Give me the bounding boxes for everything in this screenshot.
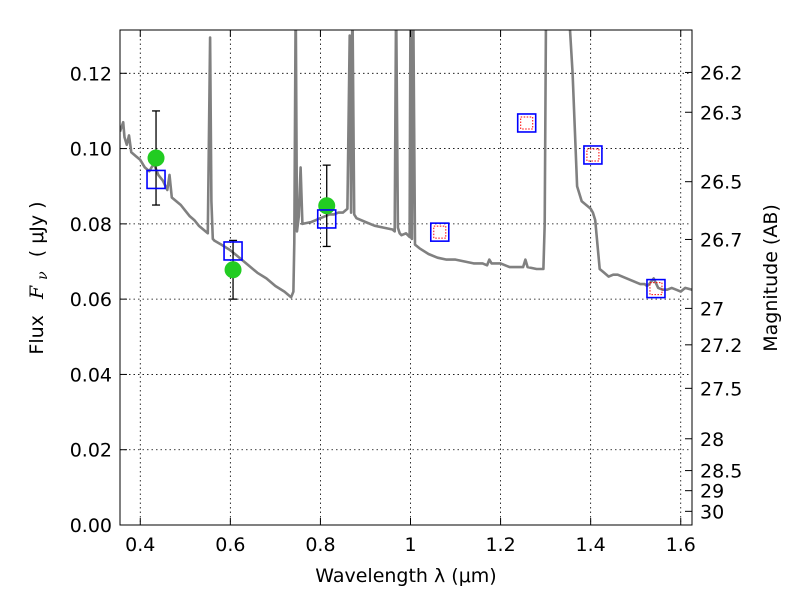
y2-tick-label: 30 [700, 501, 724, 523]
observed-flux-point [224, 261, 242, 279]
model-spectrum-line [120, 30, 692, 299]
y2-tick-label: 27 [700, 298, 724, 320]
y2-axis-label: Magnitude (AB) [760, 204, 782, 352]
y-tick-label: 0.08 [70, 214, 112, 236]
y-tick-label: 0.02 [70, 440, 112, 462]
model-photometry-box [316, 209, 337, 229]
x-tick-label: 1.6 [666, 534, 696, 556]
svg-text:Flux F ν ( μ: Flux F ν ( μJy ) [26, 201, 52, 354]
y2-tick-label: 27.5 [700, 378, 742, 400]
x-axis-label: Wavelength λ (μm) [315, 565, 496, 587]
y2-tick-label: 26.7 [700, 229, 742, 251]
y-tick-label: 0.04 [70, 364, 112, 386]
model-photometry-inner [649, 282, 663, 296]
y2-tick-label: 29 [700, 481, 724, 503]
y2-tick-label: 28 [700, 429, 724, 451]
y-axis-label: Flux F ν ( μJy ) [26, 201, 52, 354]
plot-frame [119, 29, 693, 526]
y2-tick-label: 26.2 [700, 62, 742, 84]
model-photometry-box [223, 241, 243, 261]
y-axis-label-prefix: Flux [26, 315, 48, 355]
model-photometry-box [146, 169, 166, 190]
x-tick-label: 1 [404, 534, 416, 556]
model-photometry-box [583, 145, 603, 165]
y2-tick-label: 28.5 [700, 461, 742, 483]
y2-tick-label: 27.2 [700, 335, 742, 357]
y-tick-label: 0.10 [70, 139, 112, 161]
y-tick-label: 0.00 [70, 515, 112, 537]
plot-background [120, 30, 692, 525]
y2-tick-label: 26.3 [700, 102, 742, 124]
x-tick-label: 0.4 [125, 534, 155, 556]
y2-tick-label: 26.5 [700, 172, 742, 194]
model-photometry-inner [520, 116, 534, 130]
x-tick-label: 1.2 [485, 534, 515, 556]
axis-ticks: 0.4 0.6 0.8 1 1.2 1.4 1.6 0.00 0.02 0.04 0.06 0.08 0… [70, 30, 742, 556]
y-axis-label-unit: ( μJy ) [26, 201, 48, 257]
observed-flux-point [318, 197, 336, 215]
model-photometry-box [516, 113, 537, 133]
data-series [120, 30, 692, 300]
observed-flux-point [147, 149, 165, 167]
model-photometry-inner [433, 225, 447, 239]
y-tick-label: 0.06 [70, 289, 112, 311]
y-tick-label: 0.12 [70, 63, 112, 85]
x-tick-label: 0.8 [305, 534, 335, 556]
x-tick-label: 1.4 [576, 534, 606, 556]
y-axis-label-symbol: F [26, 285, 48, 300]
y-axis-label-subscript: ν [35, 271, 51, 280]
x-tick-label: 0.6 [215, 534, 245, 556]
model-photometry-box [646, 278, 666, 299]
model-photometry-inner [586, 148, 600, 162]
model-photometry-box [429, 222, 450, 242]
